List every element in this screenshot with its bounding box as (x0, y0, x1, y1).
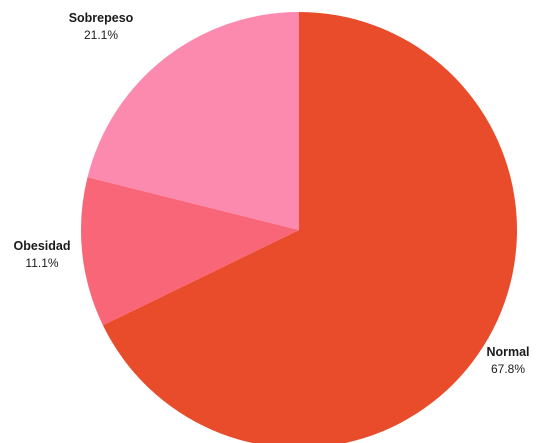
slice-pct-normal: 67.8% (490, 362, 526, 376)
slice-label-obesidad: Obesidad 11.1% (6, 238, 78, 272)
slice-pct-sobrepeso: 21.1% (83, 28, 119, 42)
slice-name-obesidad: Obesidad (13, 239, 71, 253)
slice-label-normal: Normal 67.8% (478, 344, 538, 378)
pie-slice-normal (102, 12, 518, 443)
pie-slice-obesidad (80, 177, 299, 326)
slice-name-sobrepeso: Sobrepeso (68, 11, 134, 25)
slice-pct-obesidad: 11.1% (25, 256, 59, 270)
slice-name-normal: Normal (486, 345, 530, 359)
slice-label-sobrepeso: Sobrepeso 21.1% (56, 10, 146, 44)
pie-slice-sobrepeso (87, 12, 299, 230)
